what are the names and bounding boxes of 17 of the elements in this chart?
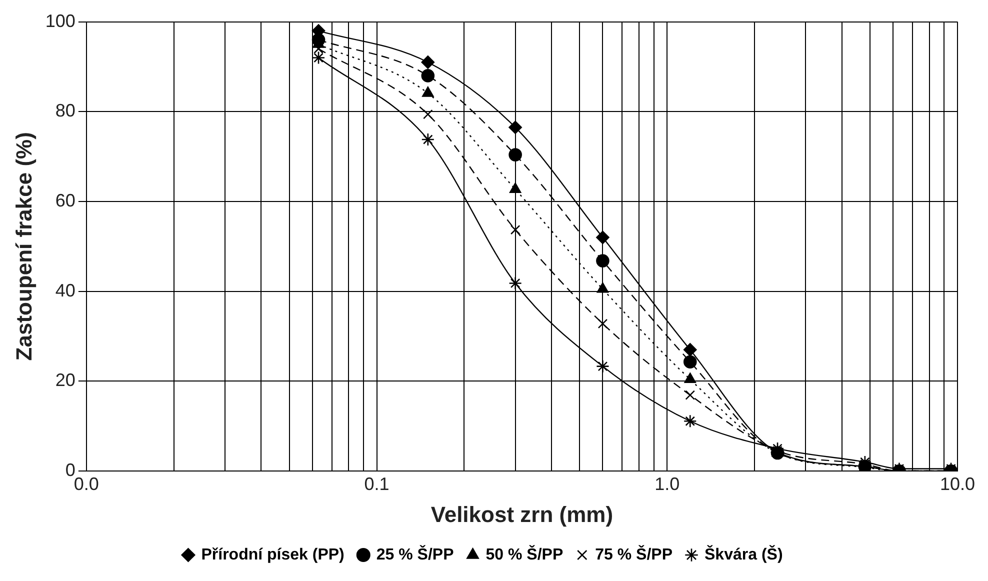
- x-tick-label: 1.0: [654, 474, 680, 494]
- x-axis-title: Velikost zrn (mm): [430, 502, 614, 527]
- legend-label: Škvára (Š): [704, 544, 783, 564]
- y-tick-label: 60: [55, 190, 76, 210]
- legend-label: Přírodní písek (PP): [201, 546, 344, 564]
- y-tick-label: 0: [65, 460, 76, 480]
- legend-label: 25 % Š/PP: [376, 544, 454, 564]
- y-axis-title: Zastoupení frakce (%): [11, 132, 36, 361]
- legend-label: 75 % Š/PP: [595, 544, 673, 564]
- x-tick-label: 10.0: [940, 474, 976, 494]
- legend-label: 50 % Š/PP: [486, 544, 564, 564]
- y-tick-label: 20: [55, 370, 76, 390]
- y-tick-label: 100: [45, 10, 76, 31]
- y-tick-label: 80: [55, 100, 76, 121]
- x-tick-label: 0.0: [74, 474, 99, 494]
- y-tick-label: 40: [55, 280, 76, 300]
- x-tick-label: 0.1: [364, 474, 390, 494]
